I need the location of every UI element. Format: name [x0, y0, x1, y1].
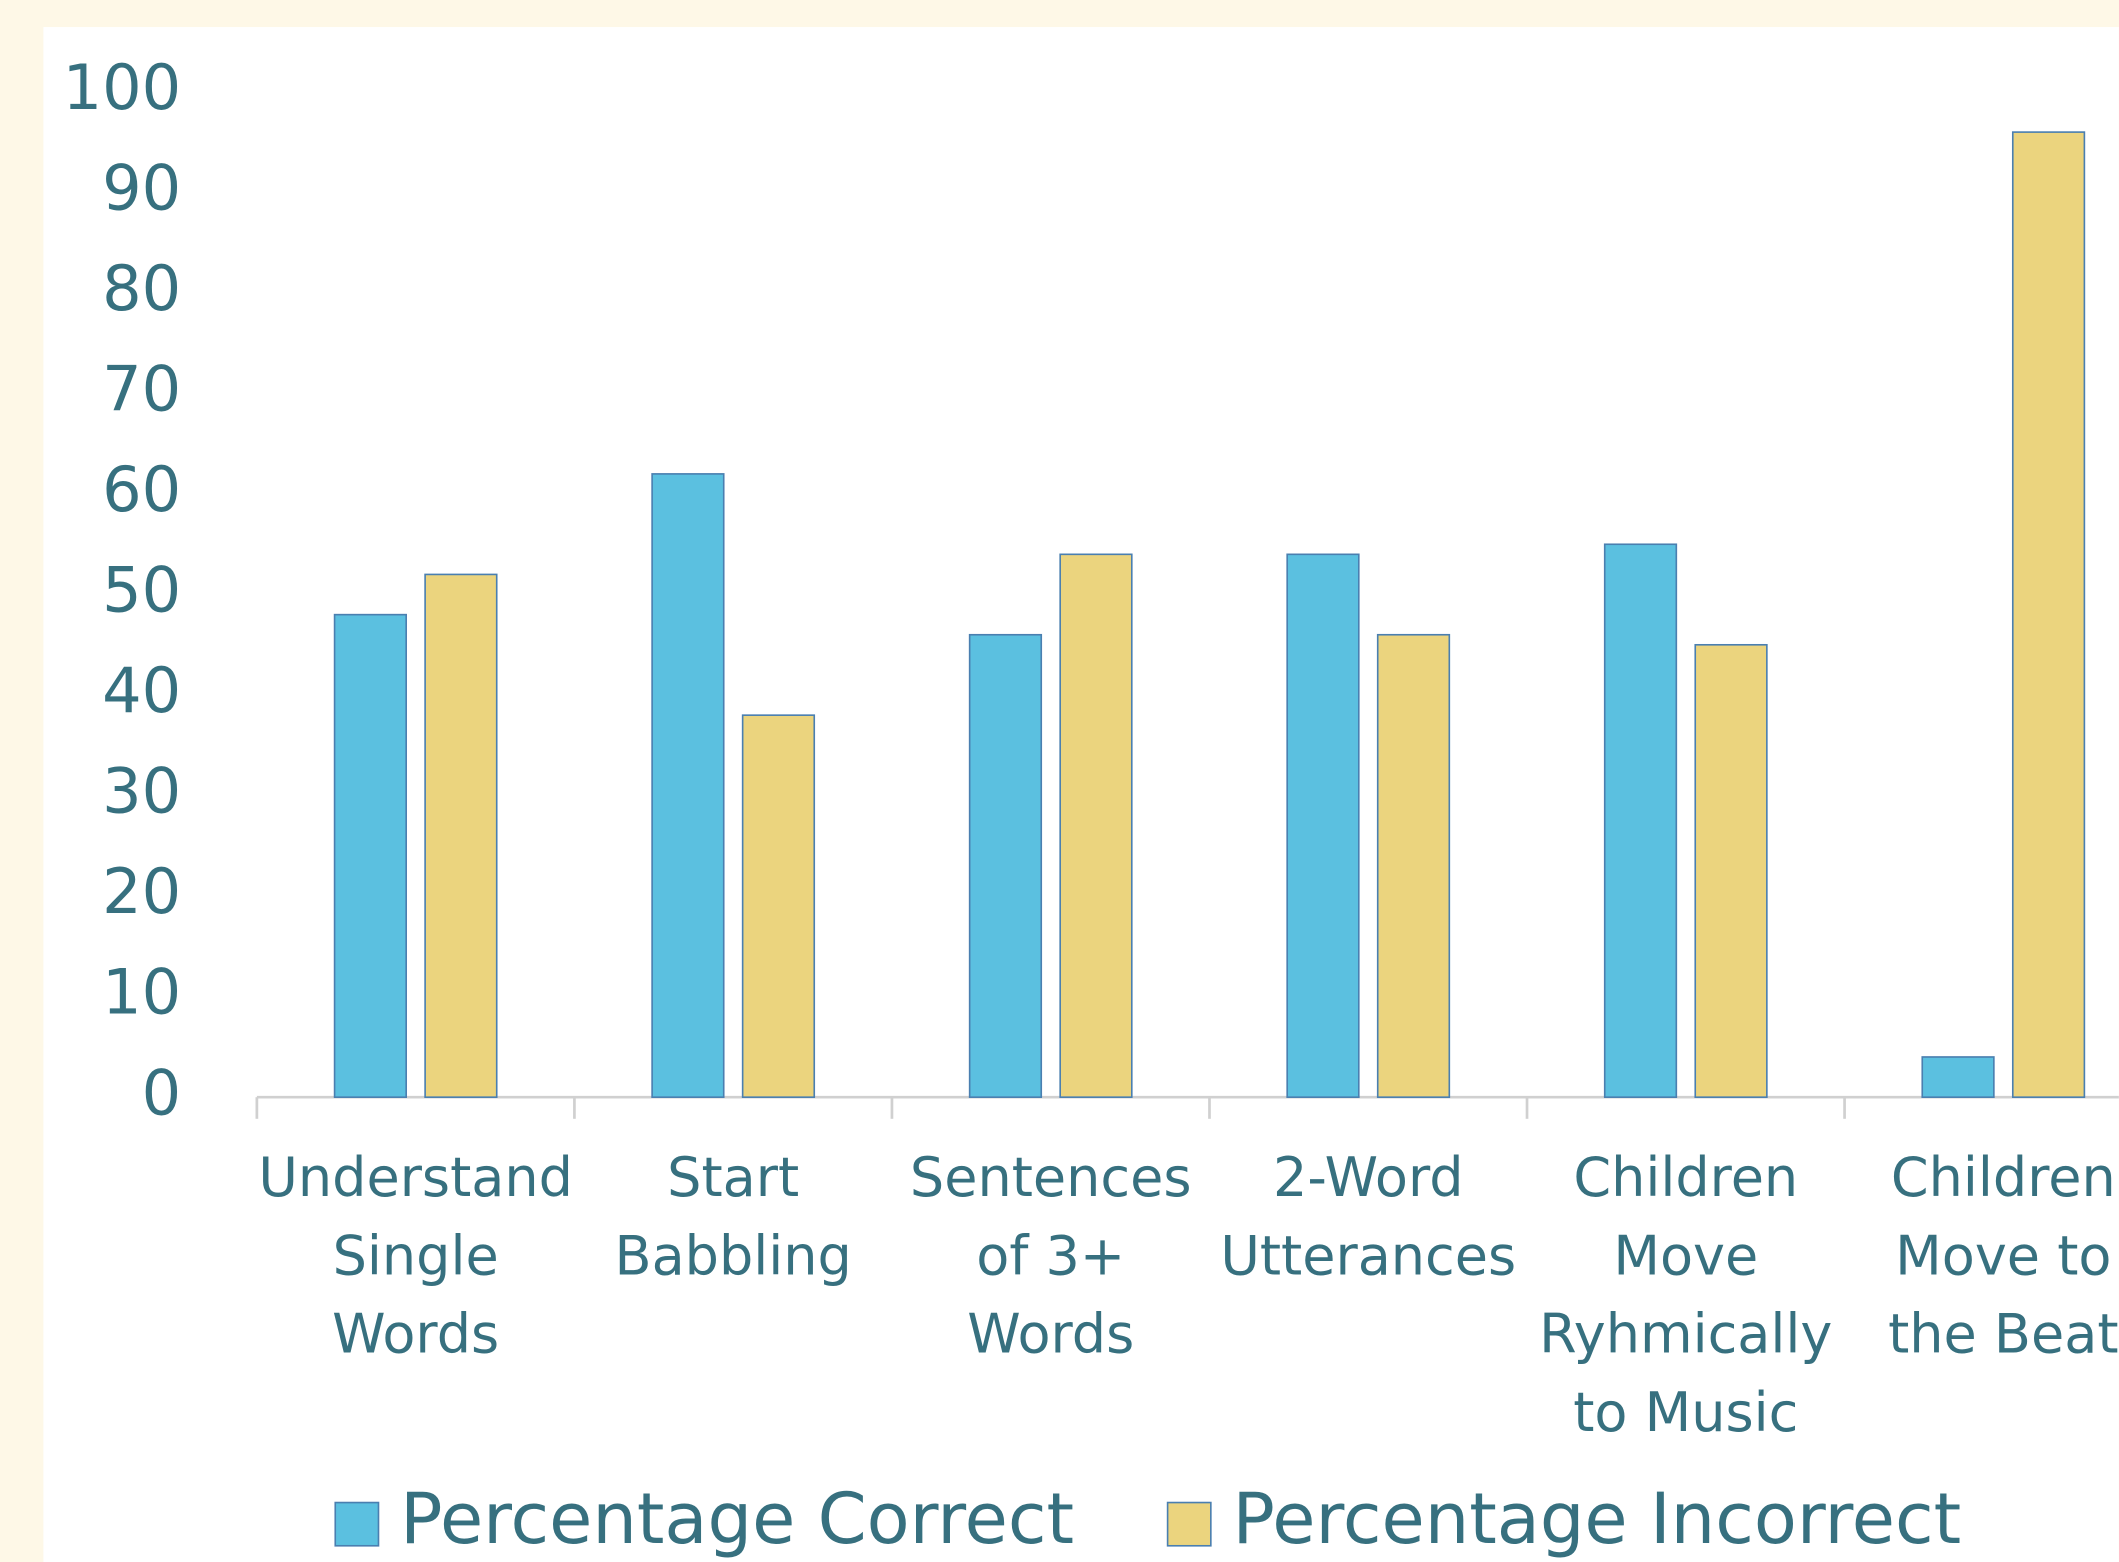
- y-tick-label: 40: [102, 654, 181, 727]
- bar: [968, 633, 1043, 1098]
- bar: [333, 613, 408, 1098]
- y-tick-label: 10: [102, 956, 181, 1029]
- legend-label: Percentage Incorrect: [1232, 1478, 1961, 1560]
- legend-swatch: [334, 1501, 380, 1547]
- bar: [1376, 633, 1451, 1098]
- x-tick-label: Start Babbling: [615, 1146, 852, 1287]
- x-tick-label: Children Move Ryhmically to Music: [1539, 1146, 1832, 1444]
- y-tick-label: 100: [63, 51, 182, 124]
- bar: [1694, 643, 1768, 1098]
- y-tick-label: 0: [142, 1056, 182, 1129]
- x-tick-label: Understand Single Words: [258, 1146, 573, 1366]
- x-tick-label: 2-Word Utterances: [1220, 1146, 1516, 1287]
- y-tick-label: 30: [102, 755, 181, 828]
- bar: [741, 714, 816, 1098]
- bar: [1921, 1056, 1995, 1098]
- bar: [1059, 553, 1133, 1098]
- bar: [1603, 543, 1678, 1098]
- y-tick-label: 20: [102, 855, 181, 928]
- y-tick-label: 80: [102, 252, 181, 325]
- y-tick-label: 90: [102, 152, 181, 225]
- y-tick-label: 60: [102, 453, 181, 526]
- bar: [2011, 131, 2086, 1098]
- legend-label: Percentage Correct: [400, 1478, 1074, 1560]
- legend-swatch: [1166, 1501, 1212, 1547]
- bar: [651, 473, 725, 1098]
- x-tick-label: Children Move to the Beat: [1888, 1146, 2118, 1366]
- bar: [1286, 553, 1360, 1098]
- x-tick-label: Sentences of 3+ Words: [910, 1146, 1192, 1366]
- y-tick-label: 70: [102, 353, 181, 426]
- y-tick-label: 50: [102, 554, 181, 627]
- bar: [424, 573, 498, 1098]
